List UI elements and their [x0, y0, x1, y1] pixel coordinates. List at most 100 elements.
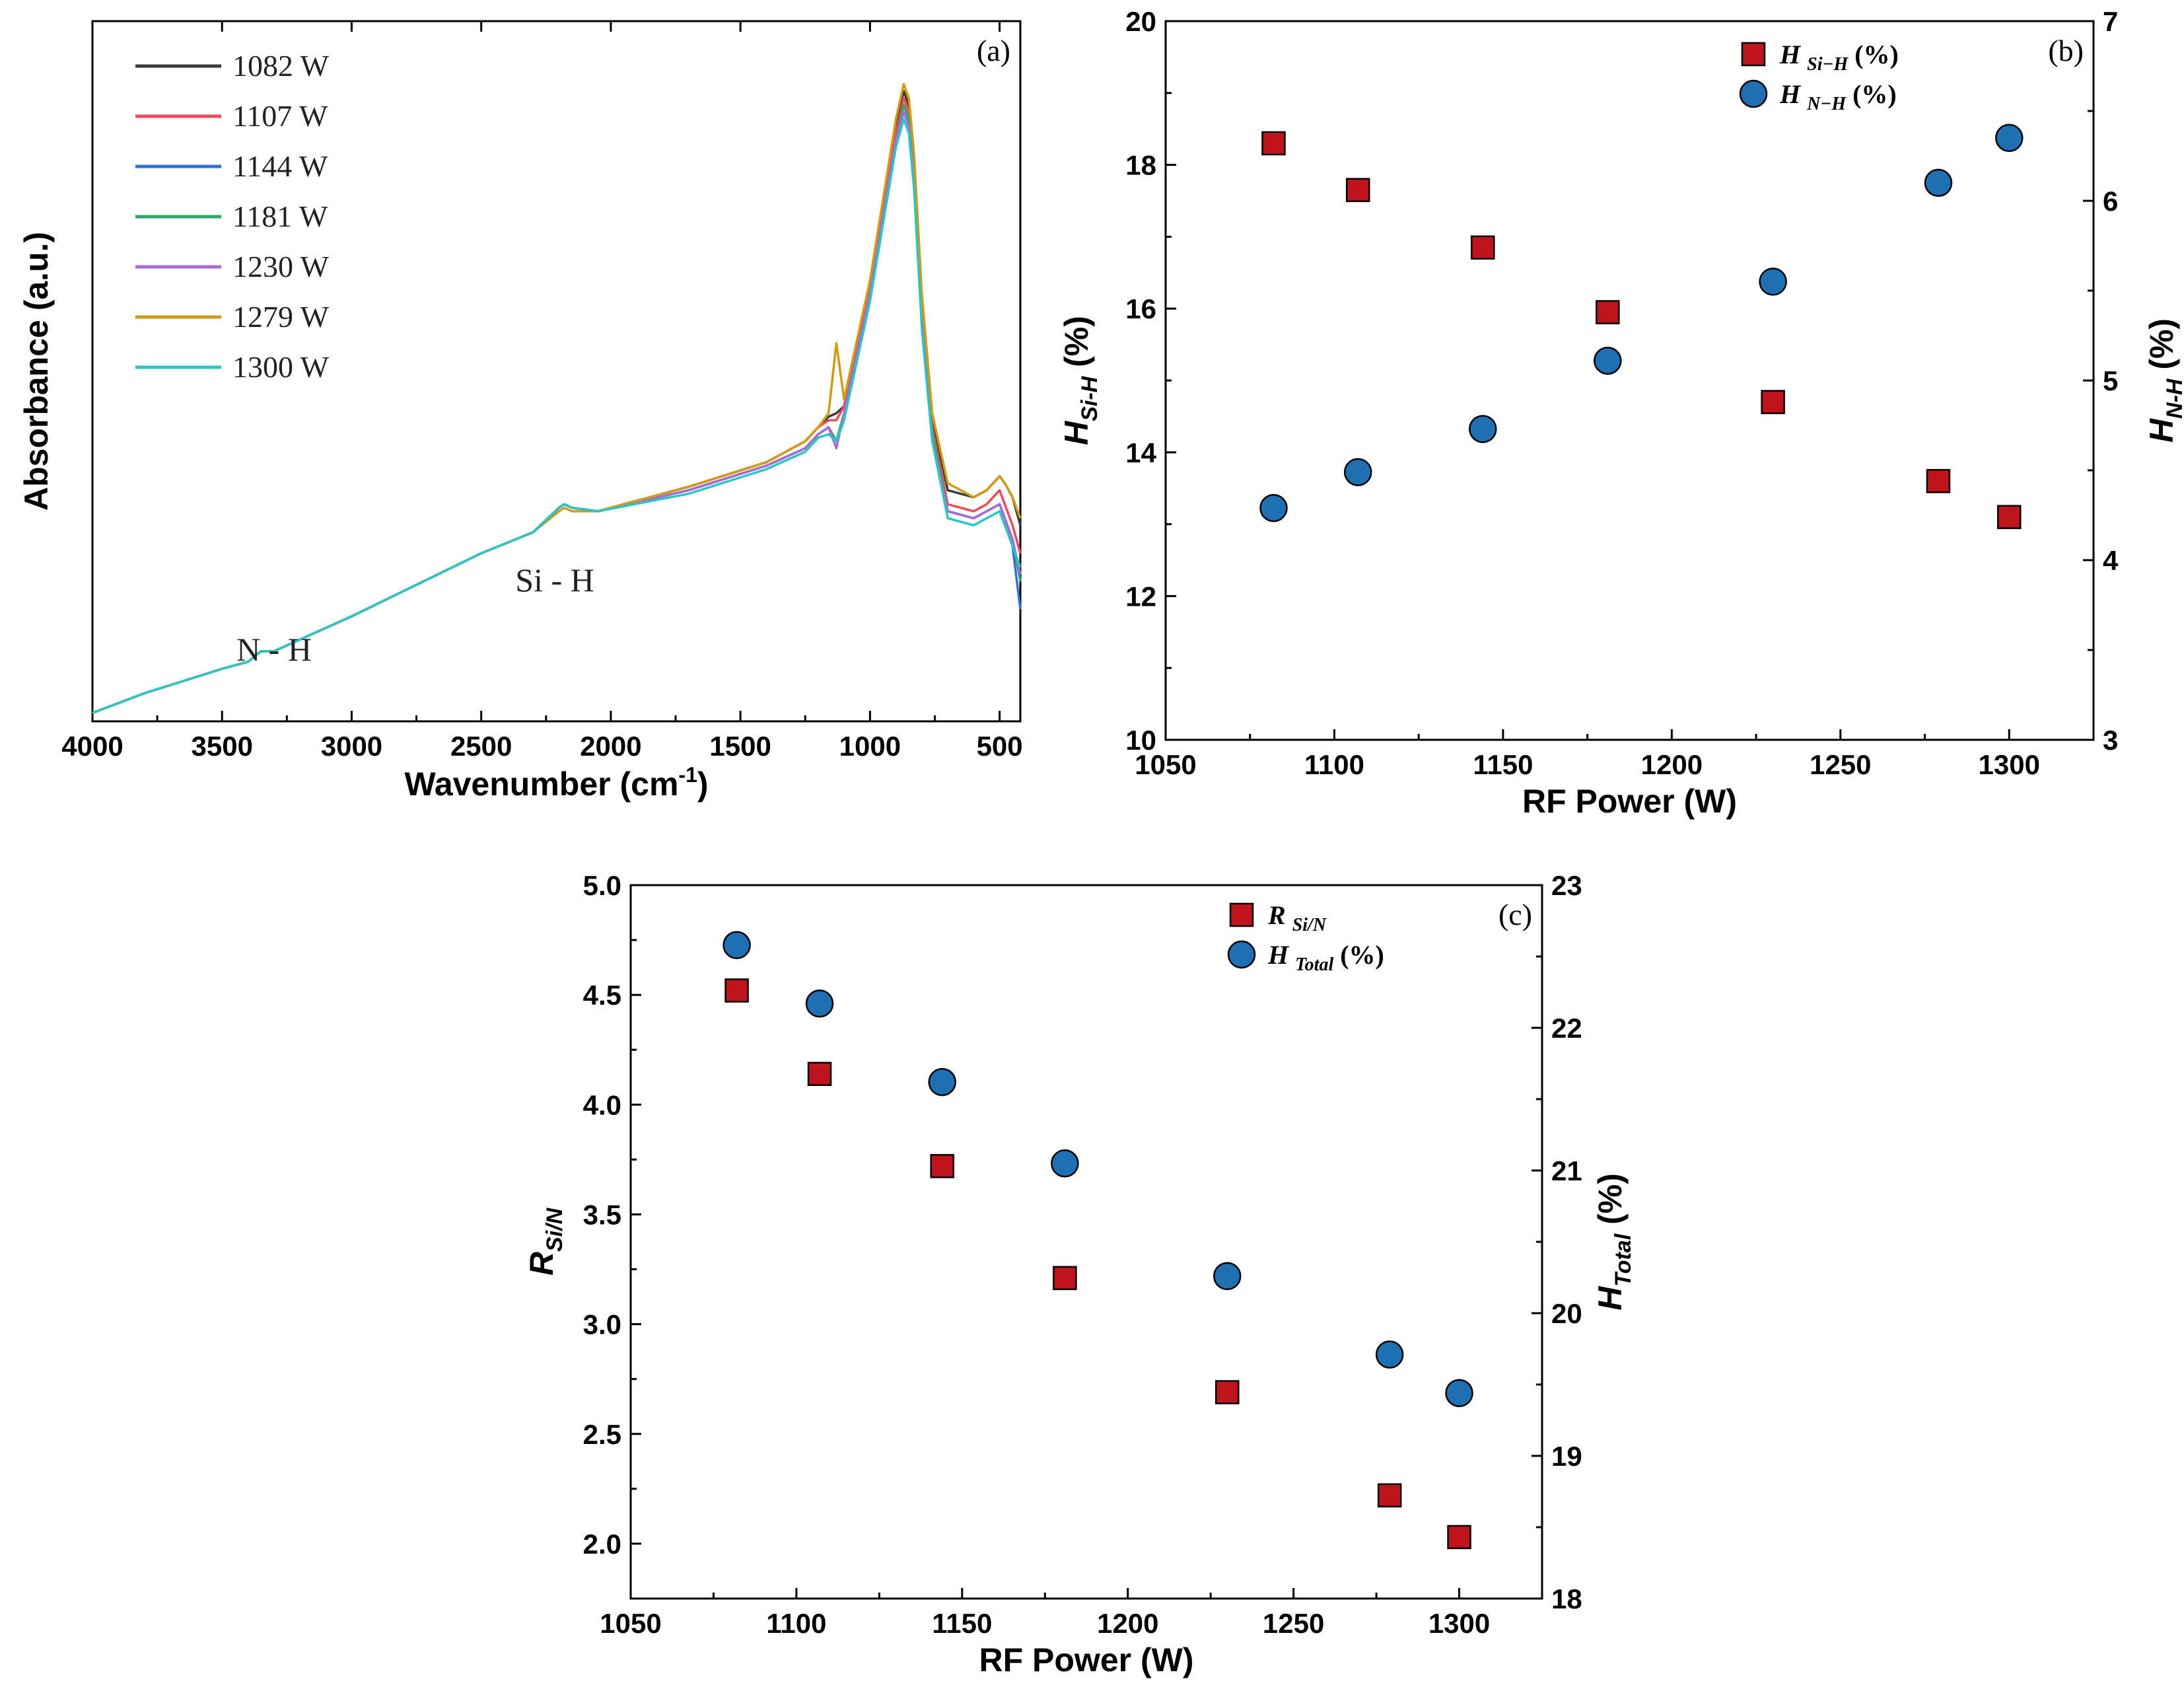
panel-b-y2-tick-label: 3 — [2103, 725, 2118, 756]
panel-c-y2-tick-label: 19 — [1551, 1441, 1582, 1472]
panel-c-point-circle — [722, 931, 751, 959]
panel-b-y-axis-title-main: H — [1058, 421, 1095, 445]
panel-b-y-tick-label: 16 — [1125, 293, 1156, 324]
panel-b-point-square — [1261, 131, 1286, 156]
panel-a-series-line — [92, 104, 1022, 714]
panel-b-y2-tick-label: 7 — [2103, 6, 2118, 37]
panel-b-y-tick-label: 14 — [1125, 437, 1156, 468]
panel-a-series-line — [92, 104, 1022, 714]
panel-b-point-square — [1345, 178, 1370, 202]
panel-b-legend-label-sub: N−H — [1806, 94, 1847, 114]
panel-c-point-square — [1447, 1525, 1471, 1550]
panel-b-y2-tick-label: 5 — [2103, 365, 2118, 396]
panel-b-y-tick-label: 18 — [1125, 150, 1156, 181]
panel-c-legend-label-main: R — [1267, 900, 1292, 930]
panel-c-y-tick-label: 3.0 — [583, 1309, 621, 1340]
panel-c-y2-axis-title-sub: Total — [1611, 1233, 1636, 1287]
panel-a-legend-label: 1181 W — [232, 199, 328, 233]
panel-a-legend-label: 1279 W — [232, 300, 330, 334]
panel-c-x-tick-label: 1200 — [1097, 1608, 1158, 1639]
panel-c-point-circle — [1213, 1262, 1242, 1291]
panel-c-y-axis-title: RSi/N — [523, 1207, 567, 1276]
panel-b-frame — [1164, 20, 2095, 741]
panel-c-x-tick-label: 1050 — [600, 1608, 661, 1639]
panel-a-x-axis-title-sup: -1 — [678, 763, 697, 787]
panel-c-y-axis-title-main: R — [523, 1252, 560, 1276]
panel-a-x-tick-label: 1000 — [839, 731, 901, 762]
panel-c-point-circle — [928, 1067, 956, 1097]
panel-a-series-line — [92, 83, 1022, 714]
panel-c-point-circle — [805, 990, 834, 1018]
panel-c-legend-label-main: H — [1267, 940, 1295, 970]
panel-b-legend-swatch-square — [1741, 42, 1766, 67]
panel-c-y2-axis-title-main: H — [1592, 1286, 1629, 1311]
panel-c-x-tick-label: 1300 — [1428, 1608, 1490, 1639]
panel-c-legend-swatch-square — [1229, 902, 1254, 927]
panel-b-x-tick-label: 1100 — [1304, 749, 1364, 780]
panel-b-point-square — [1997, 505, 2022, 529]
panel-b-y2-axis-title-end: (%) — [2143, 318, 2180, 379]
panel-b-point-circle — [1259, 493, 1288, 522]
panel-b-y-tick-label: 10 — [1125, 725, 1156, 756]
panel-b-x-axis-title: RF Power (W) — [1522, 783, 1737, 820]
panel-b-y2-axis-title: HN-H (%) — [2143, 318, 2184, 443]
panel-c-point-circle — [1051, 1149, 1079, 1178]
panel-b-legend-label-end: (%) — [1848, 40, 1899, 69]
panel-c-y2-axis-title: HTotal (%) — [1592, 1173, 1636, 1311]
panel-b-point-square — [1761, 390, 1785, 414]
panel-c-x-tick-label: 1250 — [1263, 1608, 1324, 1639]
panel-c-x-axis-title: RF Power (W) — [979, 1641, 1194, 1678]
panel-c-y-axis-title-sub: Si/N — [542, 1207, 567, 1252]
panel-b-label: (b) — [2048, 34, 2084, 67]
panel-c-label: (c) — [1498, 898, 1532, 931]
panel-c-point-circle — [1375, 1340, 1404, 1369]
panel-a-series-line — [92, 90, 1022, 714]
panel-c-point-square — [1377, 1483, 1402, 1508]
panel-a-x-axis-title: Wavenumber (cm-1) — [404, 763, 708, 803]
panel-a-legend-label: 1107 W — [232, 99, 328, 133]
panel-c-legend-label-sub: Total — [1295, 955, 1333, 975]
panel-a-series-line — [92, 118, 1022, 714]
panel-c-y-tick-label: 4.5 — [583, 980, 621, 1011]
panel-a-x-tick-label: 2000 — [580, 731, 641, 762]
panel-a-annotation-nh: N - H — [236, 631, 312, 668]
panel-a-x-tick-label: 1500 — [709, 731, 771, 762]
panel-b-x-tick-label: 1200 — [1641, 749, 1703, 780]
panel-c-y-tick-label: 3.5 — [583, 1199, 621, 1230]
panel-b-y-tick-label: 12 — [1125, 581, 1156, 612]
panel-c-y-tick-label: 2.0 — [583, 1529, 621, 1560]
panel-a-x-axis-title-end: ) — [697, 766, 709, 803]
panel-b-y2-tick-label: 4 — [2103, 545, 2119, 576]
panel-a-x-tick-label: 3500 — [192, 731, 253, 762]
panel-c-point-square — [930, 1154, 954, 1178]
panel-c-legend-swatch-circle — [1227, 940, 1256, 969]
panel-b-y-tick-label: 20 — [1125, 6, 1156, 37]
panel-b-y2-axis-title-sub: N-H — [2162, 378, 2184, 419]
panel-c-frame — [629, 884, 1543, 1600]
panel-b-point-square — [1926, 469, 1951, 493]
panel-b-point-circle — [1594, 346, 1622, 375]
panel-b-legend-label-main: H — [1779, 40, 1807, 69]
panel-c-legend-label-sub: Si/N — [1292, 915, 1327, 935]
panel-c-point-square — [724, 978, 749, 1003]
panel-a-frame — [91, 20, 1022, 723]
panel-c-legend-label-end: (%) — [1333, 940, 1384, 970]
panel-c-x-tick-label: 1150 — [932, 1608, 992, 1639]
panel-a-x-tick-label: 2500 — [450, 731, 512, 762]
panel-b-point-circle — [1343, 458, 1372, 486]
panel-a-x-tick-label: 4000 — [61, 731, 123, 762]
panel-b-point-circle — [1759, 268, 1787, 296]
panel-a-legend-label: 1300 W — [232, 350, 330, 384]
panel-a-annotation-sih: Si - H — [515, 561, 594, 598]
panel-a-legend-label: 1230 W — [232, 250, 330, 283]
panel-c-legend-label: H Total (%) — [1267, 940, 1384, 975]
panel-c-point-square — [1215, 1380, 1240, 1404]
panel-c-legend-label: R Si/N — [1267, 900, 1327, 935]
panel-b-x-tick-label: 1250 — [1810, 749, 1871, 780]
panel-a-legend-label: 1082 W — [232, 49, 330, 83]
panel-c-y2-tick-label: 20 — [1551, 1298, 1582, 1329]
panel-b-y-axis-title-end: (%) — [1058, 316, 1095, 377]
panel-c-y-tick-label: 4.0 — [583, 1089, 621, 1120]
panel-b-point-square — [1596, 300, 1620, 324]
